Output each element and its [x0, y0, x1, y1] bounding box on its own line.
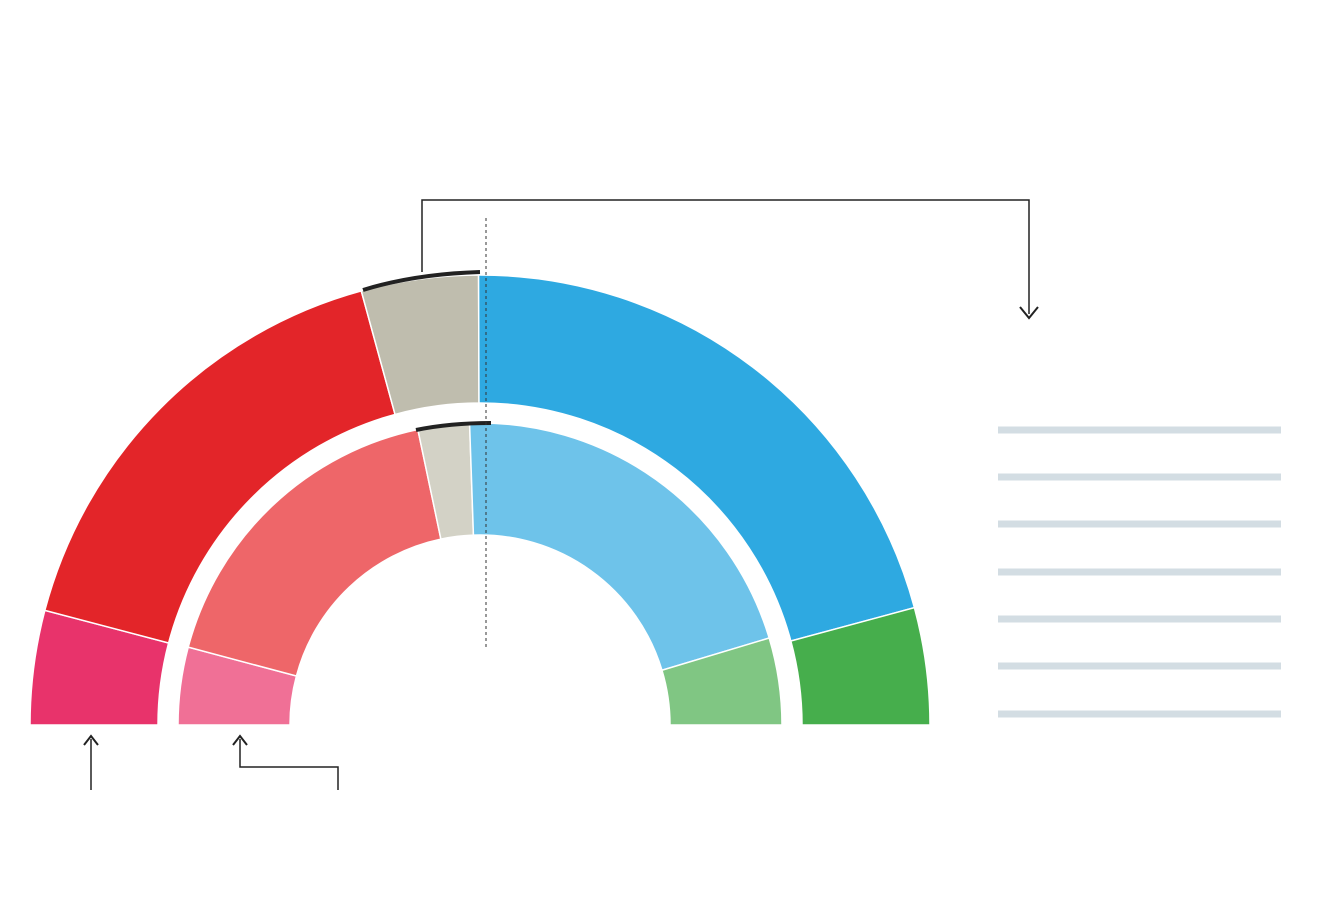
rings — [29, 274, 931, 726]
legend-placeholder — [998, 426, 1281, 718]
highlight-arc — [362, 270, 481, 292]
arrowhead — [83, 734, 99, 746]
connector — [421, 199, 1030, 314]
segment — [661, 637, 783, 726]
segment — [789, 606, 931, 726]
segment — [468, 422, 771, 672]
arrowhead — [232, 734, 248, 746]
segment — [477, 274, 916, 642]
highlight-arc — [415, 421, 492, 432]
arrowhead — [1019, 306, 1039, 320]
connector — [239, 739, 339, 790]
